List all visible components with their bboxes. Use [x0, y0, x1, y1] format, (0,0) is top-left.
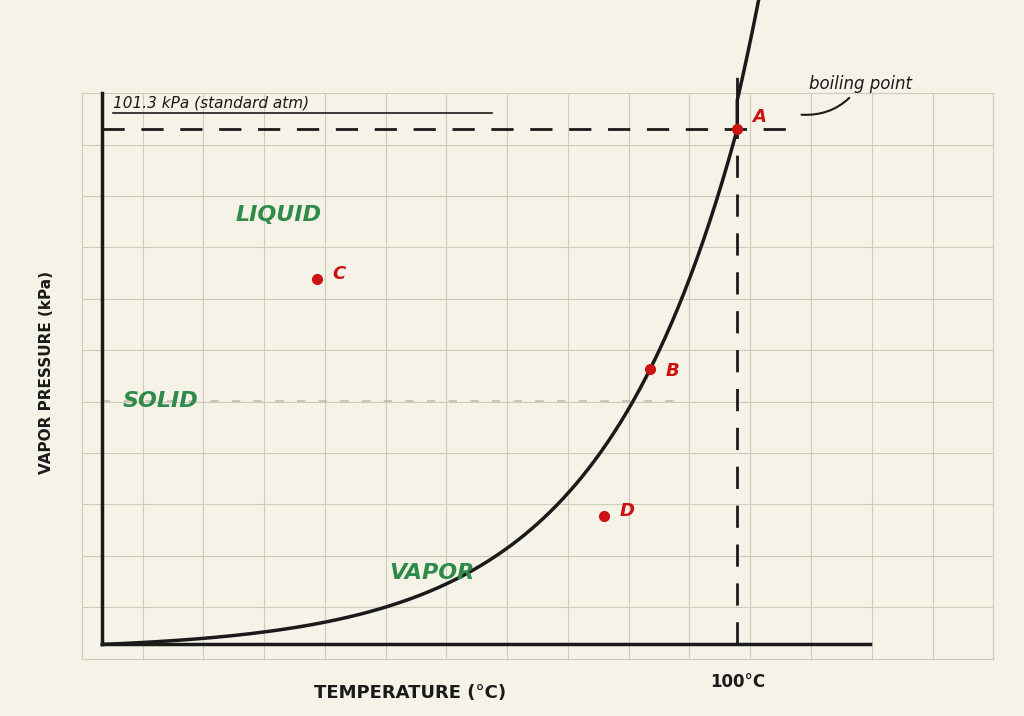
- Text: SOLID: SOLID: [123, 391, 199, 411]
- Text: TEMPERATURE (°C): TEMPERATURE (°C): [313, 684, 506, 702]
- Text: D: D: [620, 501, 635, 520]
- Text: 101.3 kPa (standard atm): 101.3 kPa (standard atm): [113, 96, 309, 111]
- Text: boiling point: boiling point: [802, 75, 912, 115]
- Text: B: B: [666, 362, 679, 380]
- Text: 100°C: 100°C: [710, 673, 765, 691]
- Text: LIQUID: LIQUID: [236, 205, 322, 225]
- Text: VAPOR: VAPOR: [389, 563, 474, 583]
- Text: A: A: [753, 107, 767, 126]
- Text: C: C: [333, 265, 346, 284]
- Text: VAPOR PRESSURE (kPa): VAPOR PRESSURE (kPa): [39, 271, 53, 474]
